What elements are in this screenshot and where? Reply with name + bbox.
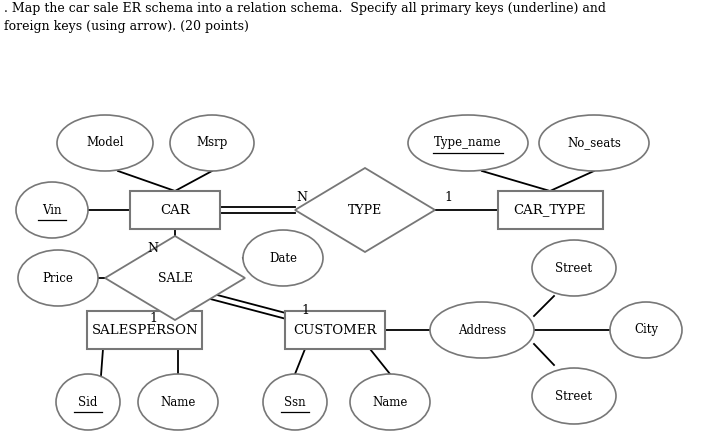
Ellipse shape	[56, 374, 120, 430]
Text: Vin: Vin	[43, 203, 62, 216]
Ellipse shape	[408, 115, 528, 171]
Ellipse shape	[170, 115, 254, 171]
Text: Model: Model	[87, 136, 124, 149]
Ellipse shape	[18, 250, 98, 306]
Text: CUSTOMER: CUSTOMER	[293, 323, 376, 336]
Polygon shape	[105, 236, 245, 320]
Ellipse shape	[532, 368, 616, 424]
Text: Msrp: Msrp	[196, 136, 228, 149]
Polygon shape	[295, 168, 435, 252]
Text: N: N	[296, 190, 307, 203]
Text: Name: Name	[160, 396, 195, 409]
Text: Street: Street	[555, 389, 593, 402]
Text: 1: 1	[149, 311, 157, 325]
Text: Address: Address	[458, 323, 506, 336]
Text: N: N	[148, 241, 159, 255]
Ellipse shape	[430, 302, 534, 358]
Text: CAR_TYPE: CAR_TYPE	[514, 203, 586, 216]
Text: . Map the car sale ER schema into a relation schema.  Specify all primary keys (: . Map the car sale ER schema into a rela…	[4, 2, 606, 15]
Ellipse shape	[539, 115, 649, 171]
Text: City: City	[634, 323, 658, 336]
Ellipse shape	[243, 230, 323, 286]
Text: Price: Price	[43, 272, 74, 285]
Text: foreign keys (using arrow). (20 points): foreign keys (using arrow). (20 points)	[4, 20, 249, 33]
Text: Type_name: Type_name	[434, 136, 502, 149]
Bar	[130, 191, 220, 229]
Text: Sid: Sid	[79, 396, 97, 409]
Text: SALESPERSON: SALESPERSON	[92, 323, 198, 336]
Text: Date: Date	[269, 252, 297, 264]
Bar	[497, 191, 603, 229]
Ellipse shape	[610, 302, 682, 358]
Ellipse shape	[138, 374, 218, 430]
Text: Ssn: Ssn	[284, 396, 306, 409]
Text: 1: 1	[444, 190, 452, 203]
Ellipse shape	[263, 374, 327, 430]
Ellipse shape	[16, 182, 88, 238]
Ellipse shape	[350, 374, 430, 430]
Text: TYPE: TYPE	[348, 203, 382, 216]
Ellipse shape	[532, 240, 616, 296]
Bar	[285, 311, 385, 349]
Ellipse shape	[57, 115, 153, 171]
Text: 1: 1	[301, 303, 309, 317]
Text: No_seats: No_seats	[567, 136, 621, 149]
Text: Street: Street	[555, 261, 593, 274]
Text: CAR: CAR	[160, 203, 190, 216]
Text: SALE: SALE	[158, 272, 193, 285]
Text: Name: Name	[372, 396, 407, 409]
Bar	[87, 311, 203, 349]
